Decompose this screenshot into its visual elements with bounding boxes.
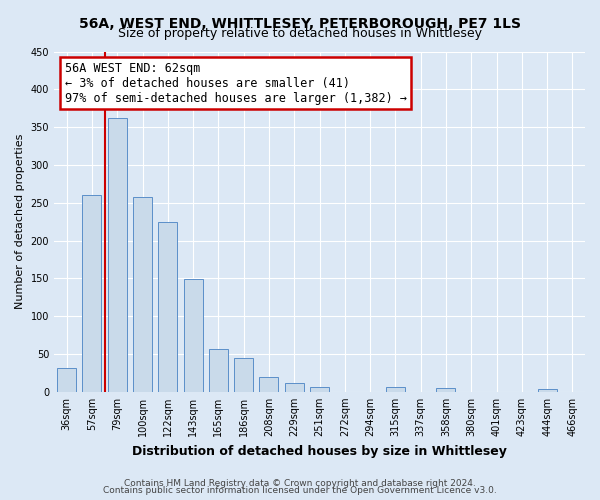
Bar xyxy=(234,358,253,392)
Bar xyxy=(184,279,203,392)
Bar xyxy=(158,222,177,392)
Bar xyxy=(133,198,152,392)
Text: Size of property relative to detached houses in Whittlesey: Size of property relative to detached ho… xyxy=(118,28,482,40)
Bar xyxy=(386,388,405,392)
Bar xyxy=(436,388,455,392)
Text: Contains HM Land Registry data © Crown copyright and database right 2024.: Contains HM Land Registry data © Crown c… xyxy=(124,478,476,488)
Text: 56A WEST END: 62sqm
← 3% of detached houses are smaller (41)
97% of semi-detache: 56A WEST END: 62sqm ← 3% of detached hou… xyxy=(65,62,407,104)
Bar xyxy=(82,195,101,392)
Bar xyxy=(209,348,228,392)
Text: 56A, WEST END, WHITTLESEY, PETERBOROUGH, PE7 1LS: 56A, WEST END, WHITTLESEY, PETERBOROUGH,… xyxy=(79,18,521,32)
Bar xyxy=(259,376,278,392)
Text: Contains public sector information licensed under the Open Government Licence v3: Contains public sector information licen… xyxy=(103,486,497,495)
X-axis label: Distribution of detached houses by size in Whittlesey: Distribution of detached houses by size … xyxy=(132,444,507,458)
Bar xyxy=(108,118,127,392)
Y-axis label: Number of detached properties: Number of detached properties xyxy=(15,134,25,310)
Bar xyxy=(538,389,557,392)
Bar xyxy=(310,388,329,392)
Bar xyxy=(285,384,304,392)
Bar xyxy=(57,368,76,392)
